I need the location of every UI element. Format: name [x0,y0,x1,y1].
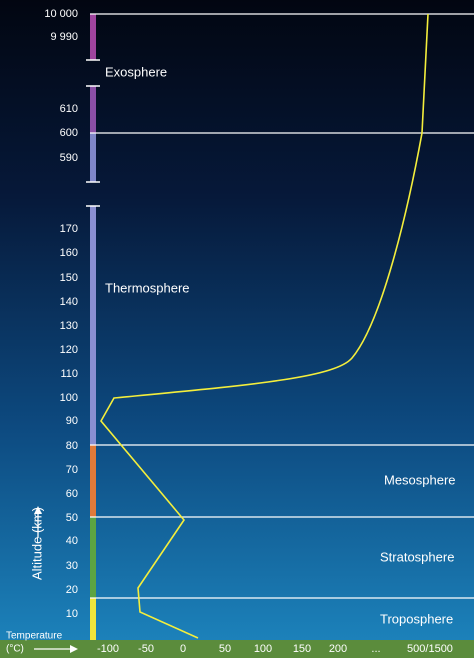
altitude-tick-label: 50 [66,512,78,524]
altitude-tick-label: 120 [60,344,78,356]
exosphere-bar [90,14,96,60]
temperature-tick-label: ... [371,643,380,655]
layer-label: Mesosphere [384,472,456,487]
temperature-tick-label: 0 [180,643,186,655]
altitude-tick-label: 160 [60,247,78,259]
altitude-tick-label: 150 [60,272,78,284]
temperature-tick-label: 150 [293,643,311,655]
altitude-tick-label: 590 [60,152,78,164]
altitude-tick-label: 90 [66,415,78,427]
altitude-tick-label: 140 [60,296,78,308]
altitude-tick-label: 610 [60,103,78,115]
thermosphere-bar [90,206,96,445]
layer-label: Stratosphere [380,549,454,564]
altitude-tick-label: 60 [66,488,78,500]
altitude-tick-label: 600 [60,127,78,139]
temperature-tick-label: -100 [97,643,119,655]
altitude-tick-label: 80 [66,440,78,452]
temperature-curve [100,13,429,639]
layer-label: Thermosphere [105,280,190,295]
altitude-tick-label: 20 [66,584,78,596]
altitude-tick-label: 110 [60,368,78,380]
exosphere-bar [90,133,96,182]
temperature-tick-label: 100 [254,643,272,655]
stratosphere-bar [90,517,96,598]
temperature-unit: (°C) [6,644,24,655]
temperature-arrowhead [70,645,78,653]
temperature-tick-label: 200 [329,643,347,655]
temperature-tick-label: 500/1500 [407,643,453,655]
altitude-tick-label: 30 [66,560,78,572]
mesosphere-bar [90,445,96,517]
altitude-tick-label: 70 [66,464,78,476]
altitude-arrowhead [34,506,42,514]
layer-label: Exosphere [105,64,167,79]
altitude-tick-label: 10 [66,608,78,620]
temperature-title: Temperature [6,631,63,642]
altitude-tick-label: 9 990 [50,31,78,43]
layer-label: Troposphere [380,611,453,626]
altitude-tick-label: 40 [66,535,78,547]
altitude-tick-label: 10 000 [44,8,78,20]
altitude-tick-label: 130 [60,320,78,332]
layer-boundaries [90,13,474,599]
axis-breaks [86,59,100,207]
troposphere-bar [90,598,96,640]
exosphere-bar [90,86,96,133]
altitude-tick-label: 170 [60,223,78,235]
altitude-tick-label: 100 [60,392,78,404]
altitude-axis-title: Altitude (km) [29,507,44,580]
temperature-band [0,640,474,658]
temperature-tick-label: -50 [138,643,154,655]
temperature-tick-label: 50 [219,643,231,655]
